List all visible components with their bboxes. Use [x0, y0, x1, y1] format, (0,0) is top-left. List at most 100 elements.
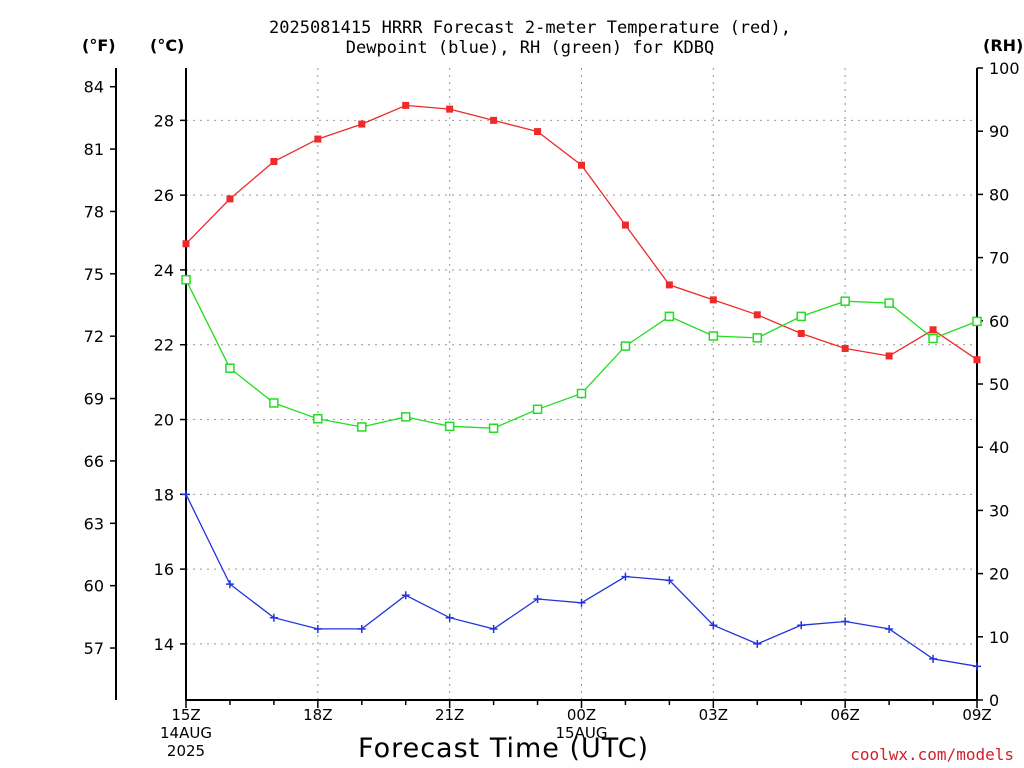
temperature-point — [446, 105, 454, 113]
rh-tick-label: 90 — [989, 122, 1009, 141]
temperature-point — [182, 240, 190, 248]
rh-point — [269, 398, 279, 408]
celsius-tick-label: 14 — [154, 635, 174, 654]
fahrenheit-tick-label: 72 — [84, 327, 104, 346]
rh-point — [488, 423, 499, 433]
temperature-point — [665, 281, 673, 289]
celsius-tick-label: 22 — [154, 336, 174, 355]
rh-tick-label: 0 — [989, 691, 999, 710]
x-tick-label: 18Z — [303, 706, 332, 724]
dewpoint-point — [269, 613, 278, 622]
x-tick-label: 2025 — [167, 742, 205, 760]
fahrenheit-tick-label: 57 — [84, 639, 104, 658]
rh-point — [752, 333, 763, 343]
x-tick-label: 00Z — [567, 706, 596, 724]
dewpoint-point — [401, 591, 410, 600]
rh-point — [972, 316, 982, 327]
dewpoint-point — [929, 654, 938, 663]
celsius-tick-label: 18 — [154, 485, 174, 504]
temperature-point — [753, 311, 761, 319]
dewpoint-point — [753, 639, 762, 648]
temperature-point — [973, 356, 981, 364]
dewpoint-point — [797, 621, 806, 630]
rh-point — [708, 331, 719, 341]
x-tick-label: 15Z — [171, 706, 200, 724]
dewpoint-point — [489, 624, 498, 633]
dewpoint-point — [313, 624, 322, 633]
rh-tick-label: 80 — [989, 185, 1009, 204]
celsius-tick-label: 20 — [154, 411, 174, 430]
rh-point — [400, 412, 411, 422]
rh-point — [181, 274, 191, 285]
title-line-1: 2025081415 HRRR Forecast 2-meter Tempera… — [269, 18, 791, 38]
rh-tick-label: 30 — [989, 501, 1009, 520]
rh-tick-label: 10 — [989, 628, 1009, 647]
x-axis-title: Forecast Time (UTC) — [358, 733, 650, 764]
rh-point — [928, 333, 938, 344]
temperature-point — [929, 326, 937, 334]
rh-point — [840, 296, 850, 306]
rh-tick-label: 60 — [989, 312, 1009, 331]
fahrenheit-tick-label: 75 — [84, 265, 104, 284]
celsius-unit-label: (°C) — [150, 36, 185, 55]
dewpoint-point — [709, 621, 718, 630]
temperature-point — [578, 161, 585, 169]
dewpoint-point — [885, 624, 894, 633]
fahrenheit-tick-label: 69 — [84, 390, 104, 409]
temperature-point — [402, 101, 410, 109]
chart-title: 2025081415 HRRR Forecast 2-meter Tempera… — [230, 18, 830, 58]
rh-point — [576, 388, 587, 399]
x-tick-label: 09Z — [962, 706, 991, 724]
temperature-point — [358, 120, 366, 128]
celsius-tick-label: 16 — [154, 560, 174, 579]
temperature-point — [226, 195, 234, 203]
x-tick-label: 03Z — [699, 706, 728, 724]
celsius-tick-label: 26 — [154, 186, 174, 205]
temperature-point — [709, 296, 717, 304]
dewpoint-point — [577, 598, 586, 607]
temperature-point — [621, 221, 629, 229]
dewpoint-point — [533, 595, 542, 604]
rh-tick-label: 100 — [989, 59, 1020, 78]
dewpoint-point — [445, 613, 454, 622]
rh-tick-label: 70 — [989, 249, 1009, 268]
rh-point — [532, 404, 543, 415]
fahrenheit-tick-label: 60 — [84, 577, 104, 596]
x-tick-label: 14AUG — [160, 724, 212, 742]
rh-point — [884, 298, 894, 308]
celsius-tick-label: 24 — [154, 261, 174, 280]
fahrenheit-tick-label: 78 — [84, 202, 104, 221]
rh-point — [444, 421, 455, 432]
temperature-point — [534, 128, 542, 136]
x-tick-label: 21Z — [435, 706, 464, 724]
dewpoint-point — [665, 576, 674, 585]
title-line-2: Dewpoint (blue), RH (green) for KDBQ — [345, 38, 715, 58]
temperature-point — [270, 157, 278, 165]
rh-unit-label: (RH) — [983, 36, 1024, 55]
rh-point — [664, 311, 675, 322]
fahrenheit-tick-label: 63 — [84, 514, 104, 533]
x-tick-label: 15AUG — [556, 724, 608, 742]
x-tick-label: 06Z — [830, 706, 859, 724]
dewpoint-point — [973, 662, 981, 671]
rh-point — [796, 311, 806, 322]
fahrenheit-tick-label: 81 — [84, 140, 104, 159]
rh-tick-label: 40 — [989, 438, 1009, 457]
temperature-point — [841, 344, 849, 352]
temperature-point — [490, 116, 498, 124]
rh-point — [313, 414, 323, 424]
fahrenheit-tick-label: 84 — [84, 78, 104, 97]
credit-text: coolwx.com/models — [850, 745, 1014, 764]
rh-point — [620, 341, 631, 351]
rh-tick-label: 20 — [989, 565, 1009, 584]
dewpoint-point — [841, 617, 850, 626]
rh-point — [357, 422, 367, 432]
temperature-point — [797, 330, 805, 338]
fahrenheit-unit-label: (°F) — [82, 36, 116, 55]
fahrenheit-tick-label: 66 — [84, 452, 104, 471]
dewpoint-point — [357, 624, 366, 633]
rh-point — [225, 363, 235, 373]
celsius-tick-label: 28 — [154, 111, 174, 130]
dewpoint-point — [621, 572, 630, 581]
